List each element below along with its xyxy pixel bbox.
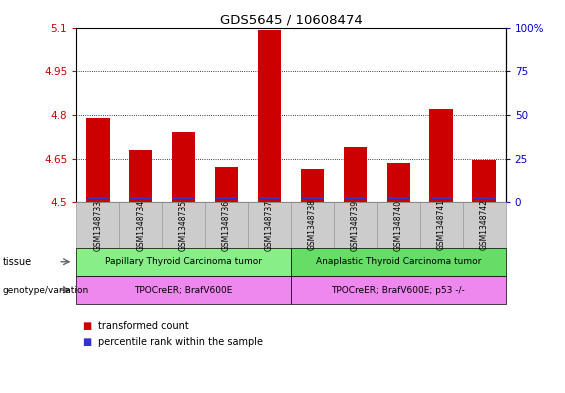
- Bar: [258, 30, 281, 202]
- Text: GSM1348738: GSM1348738: [308, 200, 317, 250]
- Text: GSM1348741: GSM1348741: [437, 200, 446, 250]
- Text: Papillary Thyroid Carcinoma tumor: Papillary Thyroid Carcinoma tumor: [105, 257, 262, 266]
- Text: GSM1348736: GSM1348736: [222, 199, 231, 251]
- Bar: [86, 118, 110, 202]
- Bar: [431, 196, 452, 200]
- Text: GSM1348740: GSM1348740: [394, 199, 403, 251]
- Text: genotype/variation: genotype/variation: [3, 286, 89, 294]
- Text: Anaplastic Thyroid Carcinoma tumor: Anaplastic Thyroid Carcinoma tumor: [316, 257, 481, 266]
- Text: GSM1348735: GSM1348735: [179, 199, 188, 251]
- Bar: [130, 196, 151, 200]
- Title: GDS5645 / 10608474: GDS5645 / 10608474: [220, 13, 362, 26]
- Text: GSM1348737: GSM1348737: [265, 199, 274, 251]
- Bar: [472, 160, 496, 202]
- Bar: [301, 169, 324, 202]
- Text: tissue: tissue: [3, 257, 32, 267]
- Text: GSM1348734: GSM1348734: [136, 199, 145, 251]
- Bar: [473, 196, 495, 200]
- Text: percentile rank within the sample: percentile rank within the sample: [98, 337, 263, 347]
- Text: GSM1348742: GSM1348742: [480, 200, 489, 250]
- Bar: [216, 196, 237, 200]
- Bar: [386, 163, 410, 202]
- Bar: [87, 196, 108, 200]
- Bar: [345, 196, 366, 200]
- Text: GSM1348739: GSM1348739: [351, 199, 360, 251]
- Bar: [302, 196, 323, 200]
- Text: GSM1348733: GSM1348733: [93, 199, 102, 251]
- Bar: [172, 132, 195, 202]
- Bar: [344, 147, 367, 202]
- Text: ■: ■: [82, 337, 91, 347]
- Bar: [429, 109, 453, 202]
- Bar: [173, 196, 194, 200]
- Text: TPOCreER; BrafV600E; p53 -/-: TPOCreER; BrafV600E; p53 -/-: [332, 286, 465, 294]
- Text: TPOCreER; BrafV600E: TPOCreER; BrafV600E: [134, 286, 233, 294]
- Bar: [129, 150, 153, 202]
- Bar: [388, 196, 409, 200]
- Bar: [215, 167, 238, 202]
- Text: ■: ■: [82, 321, 91, 331]
- Text: transformed count: transformed count: [98, 321, 189, 331]
- Bar: [259, 196, 280, 200]
